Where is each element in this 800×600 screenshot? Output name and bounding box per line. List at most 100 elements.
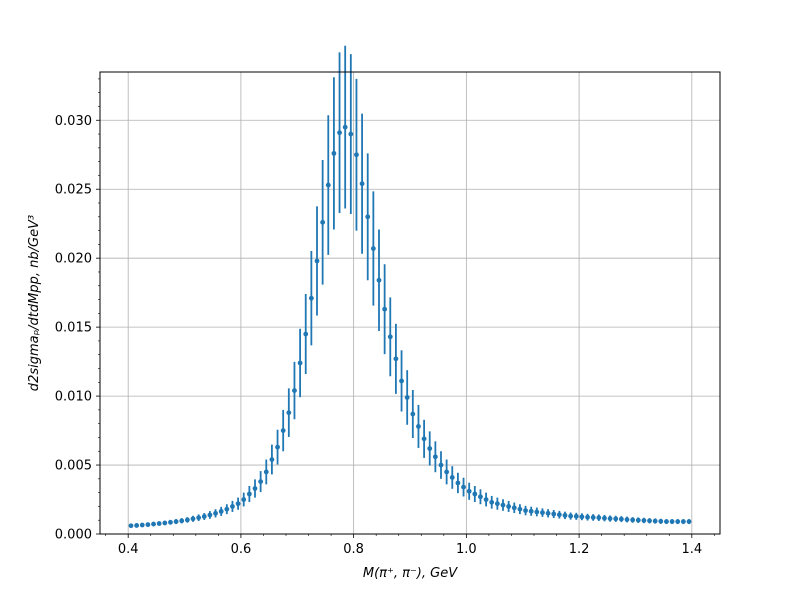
data-point [579,514,585,520]
data-point [652,518,658,524]
data-point [213,510,218,516]
data-point [145,522,151,528]
data-point [168,519,173,525]
data-point [280,428,286,433]
y-tick-label: 0.000 [55,528,92,543]
data-point [483,497,489,502]
y-tick-labels: 0.000 0.005 0.010 0.015 0.020 0.025 0.030 [55,114,92,543]
data-point [359,181,365,187]
data-point [686,519,692,524]
data-point [179,518,185,524]
data-point [331,150,337,156]
data-point [393,356,399,362]
x-tick-label: 0.6 [231,542,252,557]
data-point [556,512,562,518]
data-point [624,517,630,522]
data-point [455,480,461,486]
data-point [151,521,156,527]
data-point [607,516,613,521]
data-point [472,491,478,497]
x-tick-label: 1.0 [456,542,477,557]
data-point [134,523,140,528]
data-point [444,469,450,475]
x-tick-label: 0.8 [343,542,364,557]
data-point [308,295,314,301]
y-axis-label: d2sigmaₚ/dtdMpp, nb/GeV³ [27,215,42,391]
data-points [128,124,692,529]
data-point [337,130,342,136]
data-point [342,124,348,130]
data-point [382,306,388,312]
data-point [438,462,444,468]
y-tick-label: 0.010 [55,390,92,405]
data-point [241,497,247,502]
data-point [286,410,292,416]
data-point [399,378,404,384]
data-point [528,508,534,514]
data-point [252,486,258,491]
data-point [432,454,438,460]
data-point [128,523,134,529]
data-point [647,518,652,524]
data-point [263,469,269,475]
data-point [246,491,252,497]
data-point [664,519,669,524]
axis-ticks [96,78,715,538]
data-point [354,152,359,158]
data-point [461,484,466,490]
data-point [635,517,641,523]
data-point [630,517,636,523]
y-tick-label: 0.015 [55,321,92,336]
y-tick-label: 0.025 [55,183,92,198]
data-point [218,508,224,514]
plot-area-background [100,72,720,534]
data-point [297,360,303,366]
y-tick-label: 0.020 [55,252,92,267]
data-point [269,457,275,462]
data-point [325,182,331,188]
data-point [494,501,500,507]
data-point [641,518,647,523]
data-point [230,504,235,509]
data-point [466,488,472,494]
data-point [517,506,523,512]
plot-frame [99,71,721,535]
data-point [190,516,196,522]
x-tick-labels: 0.4 0.6 0.8 1.0 1.2 1.4 [118,542,702,557]
data-point [421,436,427,442]
data-point [500,502,506,508]
data-point [410,411,416,417]
data-point [292,388,297,393]
data-point [275,444,280,450]
data-point [416,424,421,429]
data-point [540,510,545,516]
y-tick-label: 0.030 [55,114,92,129]
data-point [173,519,179,524]
data-point [618,516,624,522]
data-point [675,519,681,524]
data-point [568,513,574,519]
data-point [139,522,145,528]
data-point [224,506,230,512]
data-point [489,499,495,505]
data-point [184,517,190,523]
data-point [534,509,540,515]
data-point [370,246,376,251]
data-point [156,521,162,526]
x-axis-label: M(π⁺, π⁻), GeV [363,566,458,581]
data-point [658,518,664,524]
data-point [585,514,590,520]
data-point [201,514,207,519]
data-point [235,501,241,507]
data-point [551,511,557,517]
data-point [207,512,213,518]
data-point [348,131,354,137]
x-tick-label: 0.4 [118,542,139,557]
data-point [404,395,410,400]
data-point [680,519,686,524]
data-point [573,513,579,519]
data-point [314,258,320,264]
data-point [596,515,602,521]
data-point [506,504,512,509]
data-point [602,515,607,521]
